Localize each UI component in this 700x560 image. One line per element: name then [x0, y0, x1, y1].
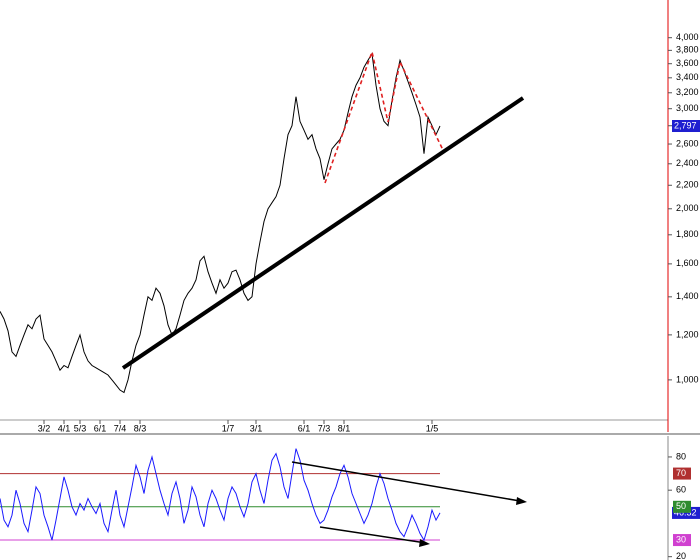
- last-value-label: 2,797: [674, 120, 697, 130]
- x-tick-label: 8/1: [338, 423, 351, 433]
- y-tick-label: 1,800: [676, 229, 699, 239]
- x-tick-label: 4/1: [58, 423, 71, 433]
- pattern-outline: [324, 49, 444, 184]
- y-tick-label: 60: [676, 485, 686, 495]
- y-tick-label: 2,000: [676, 203, 699, 213]
- level-label: 50: [676, 501, 686, 511]
- x-tick-label: 3/1: [250, 423, 263, 433]
- x-tick-label: 5/3: [74, 423, 87, 433]
- arrowhead: [419, 539, 430, 547]
- y-tick-label: 80: [676, 451, 686, 461]
- rsi-trend-line: [319, 526, 427, 544]
- x-tick-label: 6/1: [94, 423, 107, 433]
- y-tick-label: 3,400: [676, 72, 699, 82]
- y-tick-label: 20: [676, 551, 686, 560]
- y-tick-label: 4,000: [676, 32, 699, 42]
- series-line: [0, 448, 441, 542]
- y-tick-label: 1,200: [676, 329, 699, 339]
- y-tick-label: 2,400: [676, 158, 699, 168]
- x-tick-label: 8/3: [134, 423, 147, 433]
- trend-line: [121, 96, 525, 370]
- last-value-badge: [672, 120, 700, 133]
- y-tick-label: 2,600: [676, 138, 699, 148]
- y-tick-label: 1,400: [676, 291, 699, 301]
- x-tick-label: 7/3: [318, 423, 331, 433]
- marks: 1,000 1,200 1,400 1,600 1,800 2,000 2,200 2,400…: [0, 32, 700, 560]
- level-badge: [673, 500, 691, 513]
- x-tick-label: 3/2: [38, 423, 51, 433]
- y-tick-label: 3,000: [676, 103, 699, 113]
- x-tick-label: 1/5: [426, 423, 439, 433]
- y-tick-label: 2,200: [676, 180, 699, 190]
- x-tick-label: 6/1: [298, 423, 311, 433]
- level-label: 30: [676, 534, 686, 544]
- series-line: [0, 52, 441, 394]
- y-tick-label: 3,200: [676, 87, 699, 97]
- y-tick-label: 3,800: [676, 45, 699, 55]
- y-tick-label: 1,600: [676, 258, 699, 268]
- y-tick-label: 1,000: [676, 374, 699, 384]
- level-label: 70: [676, 468, 686, 478]
- rsi-trend-line: [291, 461, 521, 502]
- level-badge: [673, 467, 691, 480]
- x-tick-label: 1/7: [222, 423, 235, 433]
- y-tick-label: 3,600: [676, 58, 699, 68]
- level-badge: [673, 534, 691, 547]
- x-tick-label: 7/4: [114, 423, 127, 433]
- arrowhead: [516, 497, 527, 505]
